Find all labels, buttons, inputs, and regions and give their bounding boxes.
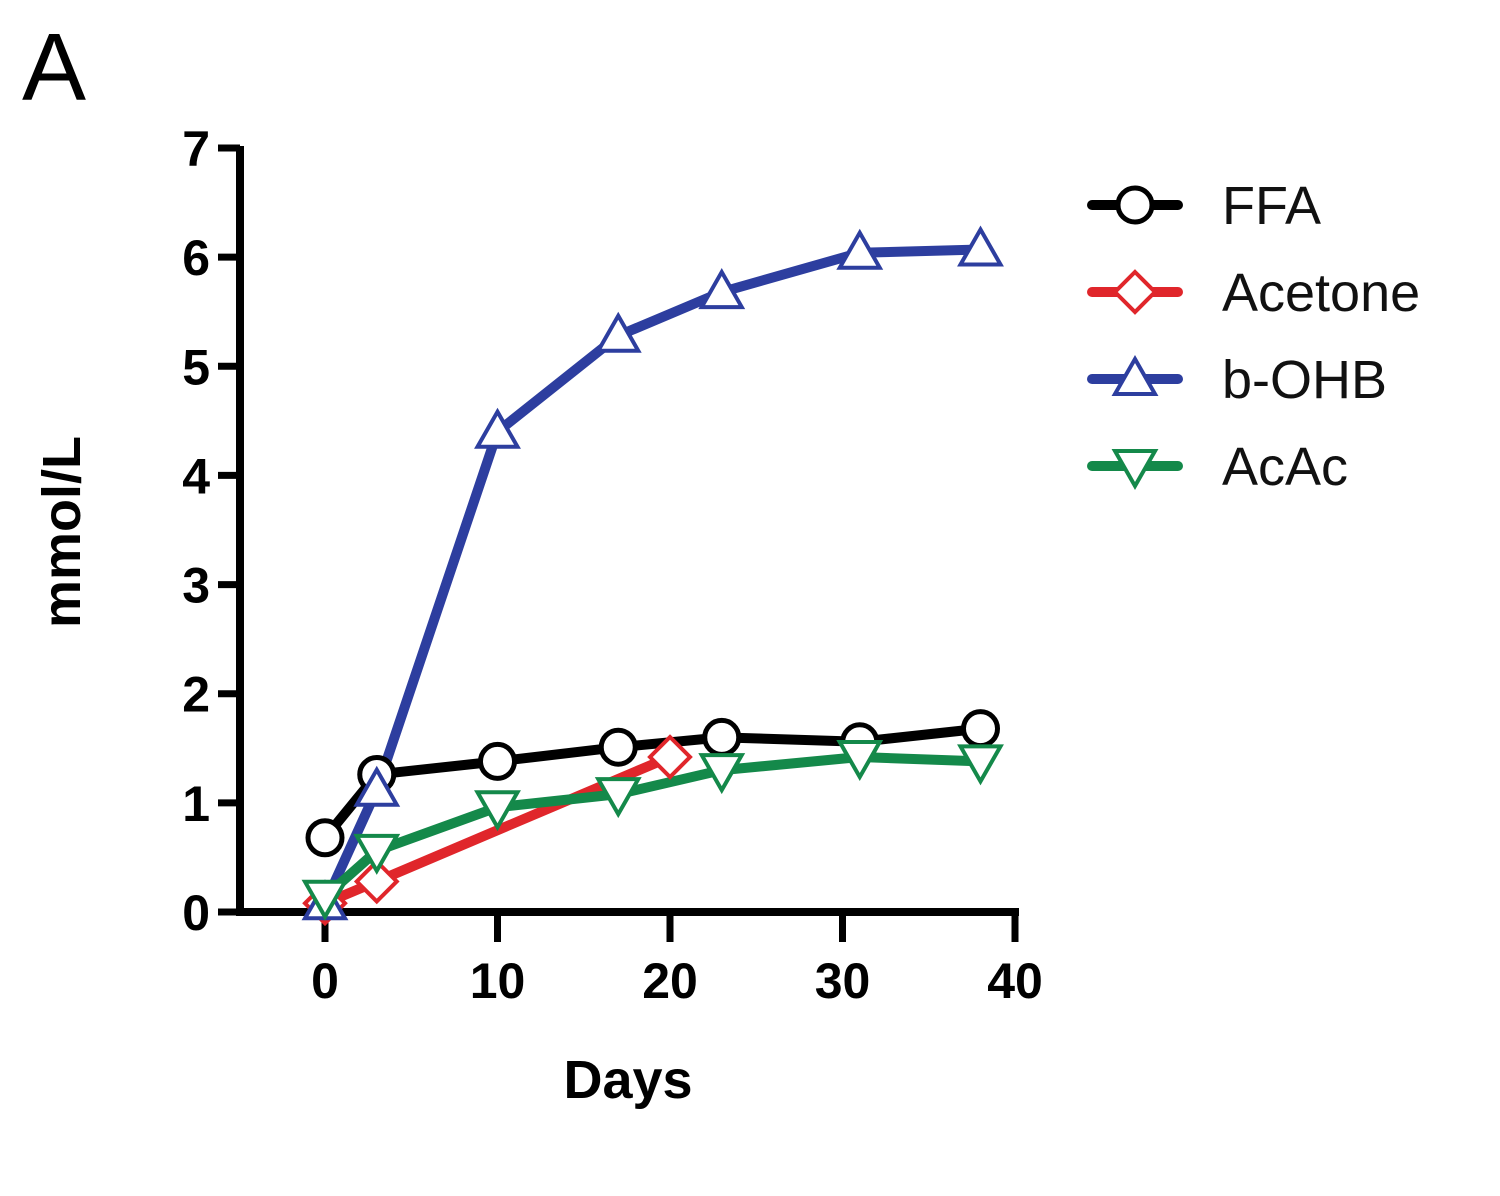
data-point-acac — [594, 777, 642, 819]
legend-item-acac: AcAc — [1087, 437, 1348, 497]
y-axis-title: mmol/L — [32, 436, 92, 628]
data-point-b-ohb — [698, 268, 746, 310]
legend-item-b-ohb: b-OHB — [1087, 350, 1387, 410]
data-point-b-ohb — [353, 765, 401, 807]
series-line-b-ohb — [320, 244, 986, 909]
data-point-acac — [474, 790, 521, 832]
data-point-b-ohb — [836, 228, 884, 270]
data-point-ffa — [598, 727, 638, 767]
y-tick-label: 2 — [182, 667, 210, 723]
y-tick-label: 4 — [182, 448, 210, 504]
legend: FFA Acetone b-OHB AcAc — [1087, 176, 1420, 497]
data-point-ffa — [305, 818, 345, 858]
y-tick-label: 5 — [182, 339, 210, 395]
data-point-ffa — [961, 709, 1000, 749]
series-b-ohb — [320, 244, 986, 909]
legend-marker-b-ohb — [1111, 354, 1159, 396]
y-tick-label: 6 — [182, 230, 210, 286]
panel-label: A — [22, 14, 86, 121]
data-point-ffa — [702, 717, 742, 757]
axes: 0 1 2 3 4 5 6 7 0 10 20 30 40 — [182, 121, 1043, 1009]
x-tick-label: 20 — [642, 953, 698, 1009]
series-markers-acac — [301, 740, 1004, 921]
legend-label-acac: AcAc — [1222, 437, 1348, 497]
x-tick-label: 40 — [987, 953, 1043, 1009]
series-line-acac — [320, 752, 986, 902]
y-tick-label: 0 — [182, 885, 210, 941]
data-point-acetone — [647, 734, 693, 780]
legend-label-ffa: FFA — [1222, 176, 1321, 236]
legend-label-acetone: Acetone — [1222, 263, 1420, 323]
y-tick-label: 7 — [182, 121, 210, 177]
legend-label-b-ohb: b-OHB — [1222, 350, 1387, 410]
data-point-b-ohb — [594, 311, 642, 353]
data-point-acac — [836, 740, 884, 782]
x-tick-label: 10 — [470, 953, 526, 1009]
data-point-acac — [957, 744, 1004, 786]
data-point-acac — [698, 753, 746, 795]
legend-marker-acetone — [1112, 269, 1158, 315]
data-point-acac — [301, 879, 349, 921]
x-tick-label: 30 — [815, 953, 871, 1009]
y-tick-label: 1 — [182, 776, 210, 832]
data-point-b-ohb — [957, 225, 1004, 267]
legend-marker-acac — [1111, 449, 1159, 491]
y-tick-label: 3 — [182, 558, 210, 614]
x-axis-title: Days — [563, 1050, 692, 1110]
x-tick-label: 0 — [311, 953, 339, 1009]
legend-item-acetone: Acetone — [1087, 263, 1420, 323]
series-layer — [301, 225, 1004, 927]
data-point-acetone — [353, 858, 400, 905]
series-markers-b-ohb — [301, 225, 1004, 921]
legend-marker-ffa — [1115, 185, 1155, 225]
legend-item-ffa: FFA — [1087, 176, 1321, 236]
data-point-b-ohb — [474, 407, 521, 449]
series-acac — [320, 752, 986, 902]
data-point-ffa — [478, 741, 517, 781]
data-point-acac — [353, 833, 401, 875]
